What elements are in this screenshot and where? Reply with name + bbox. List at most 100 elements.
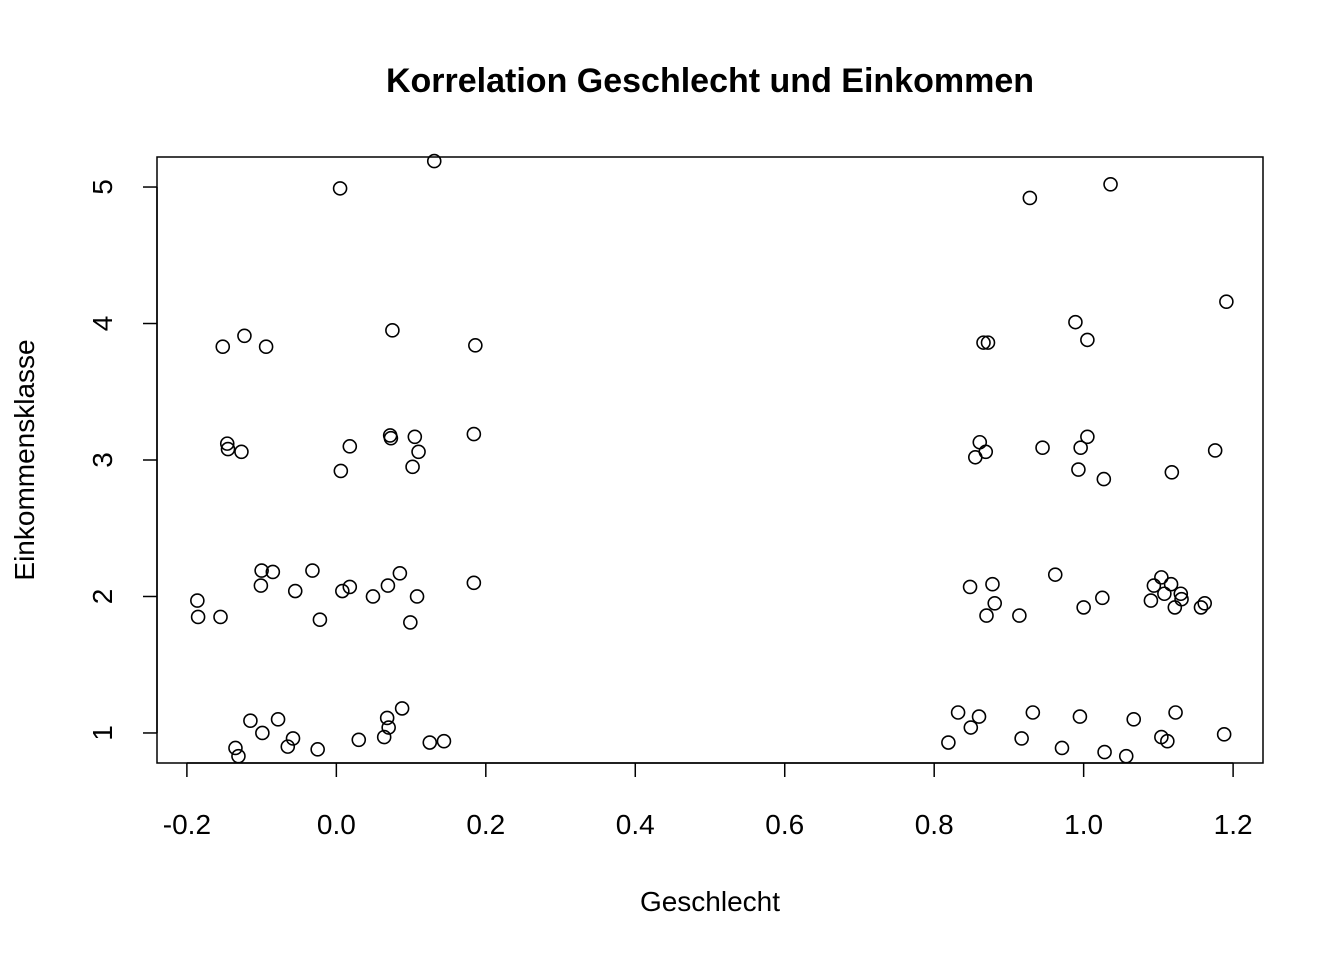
data-point — [1071, 462, 1086, 477]
data-point — [403, 615, 418, 630]
data-point — [1054, 740, 1070, 756]
data-point — [243, 713, 258, 728]
data-point — [1154, 570, 1169, 585]
x-tick-label: 1.0 — [1064, 809, 1103, 840]
data-point — [280, 739, 296, 754]
data-point — [1035, 440, 1050, 456]
data-point — [1068, 314, 1083, 330]
data-point — [1160, 733, 1175, 749]
data-point — [285, 731, 301, 746]
data-point — [231, 748, 246, 764]
data-point — [962, 579, 978, 595]
x-axis: -0.2 0.0 0.2 0.4 0.6 0.8 1.0 1.2 — [163, 762, 1253, 840]
data-point — [466, 575, 482, 591]
data-point — [985, 576, 1000, 592]
data-point — [978, 444, 994, 460]
data-point — [254, 563, 269, 578]
data-point — [1073, 440, 1088, 456]
data-point — [234, 444, 249, 460]
data-point — [365, 589, 381, 604]
data-point — [1126, 712, 1142, 727]
data-point — [1072, 709, 1088, 724]
data-point — [392, 565, 408, 581]
data-point — [405, 459, 420, 475]
data-point — [220, 441, 236, 457]
data-point — [1163, 576, 1179, 592]
data-point — [1080, 429, 1095, 445]
data-point — [380, 578, 396, 593]
data-point — [1025, 705, 1041, 720]
data-point — [1168, 705, 1183, 720]
y-axis: 1 2 3 4 5 — [87, 179, 158, 741]
x-tick-label: 1.2 — [1214, 809, 1253, 840]
data-points — [190, 153, 1234, 764]
data-point — [436, 733, 452, 749]
data-point — [342, 439, 358, 454]
data-point — [1076, 600, 1091, 615]
data-point — [228, 740, 243, 756]
y-tick-label: 1 — [87, 725, 118, 741]
data-point — [1207, 443, 1223, 458]
data-point — [1216, 727, 1232, 742]
data-point — [385, 323, 400, 338]
data-point — [215, 339, 231, 355]
data-point — [1118, 748, 1134, 764]
data-point — [287, 583, 303, 599]
data-point — [237, 328, 252, 344]
data-point — [255, 725, 270, 741]
data-point — [333, 463, 349, 479]
data-point — [1012, 608, 1027, 623]
data-point — [190, 609, 206, 625]
data-point — [409, 589, 425, 604]
data-point — [312, 612, 328, 627]
data-point — [1103, 176, 1118, 192]
data-point — [422, 735, 438, 750]
data-point — [1173, 586, 1189, 602]
data-point — [407, 429, 423, 445]
data-point — [310, 742, 325, 757]
data-point — [1022, 190, 1038, 206]
data-point — [963, 720, 979, 735]
data-point — [1174, 591, 1189, 607]
data-point — [1146, 578, 1162, 593]
data-point — [258, 339, 274, 355]
data-point — [265, 564, 281, 580]
data-point — [1095, 590, 1110, 606]
data-point — [971, 709, 987, 724]
x-tick-label: -0.2 — [163, 809, 211, 840]
data-point — [379, 710, 395, 726]
data-point — [941, 735, 956, 750]
data-point — [351, 732, 367, 748]
x-axis-label: Geschlecht — [640, 886, 780, 917]
data-point — [253, 578, 269, 593]
data-point — [213, 609, 228, 625]
data-point — [976, 335, 991, 350]
data-point — [190, 593, 205, 608]
y-tick-label: 4 — [87, 316, 118, 332]
data-point — [1047, 567, 1063, 582]
y-tick-label: 2 — [87, 589, 118, 605]
data-point — [466, 426, 482, 442]
data-point — [1219, 294, 1234, 309]
data-point — [980, 335, 996, 350]
x-tick-label: 0.2 — [466, 809, 505, 840]
data-point — [468, 338, 483, 353]
data-point — [270, 712, 286, 727]
data-point — [381, 720, 396, 735]
x-tick-label: 0.4 — [616, 809, 655, 840]
data-point — [394, 701, 410, 716]
data-point — [332, 181, 348, 196]
y-tick-label: 3 — [87, 452, 118, 468]
data-point — [950, 705, 966, 720]
data-point — [426, 153, 442, 169]
data-point — [342, 579, 358, 595]
data-point — [1097, 744, 1112, 760]
data-point — [979, 608, 994, 623]
data-point — [1096, 471, 1112, 487]
data-point — [1157, 586, 1172, 602]
x-tick-label: 0.8 — [915, 809, 954, 840]
data-point — [383, 430, 399, 446]
data-point — [1197, 596, 1213, 611]
data-point — [1014, 731, 1029, 746]
